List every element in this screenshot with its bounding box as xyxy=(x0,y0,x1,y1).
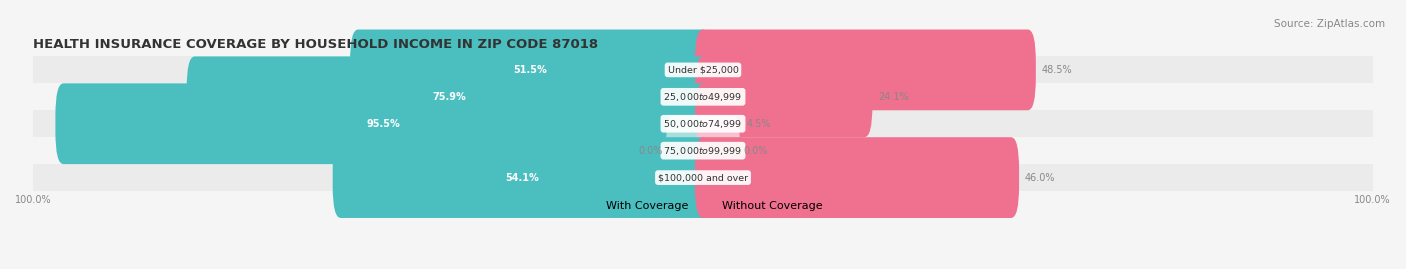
Text: 24.1%: 24.1% xyxy=(877,92,908,102)
FancyBboxPatch shape xyxy=(695,137,1019,218)
Text: HEALTH INSURANCE COVERAGE BY HOUSEHOLD INCOME IN ZIP CODE 87018: HEALTH INSURANCE COVERAGE BY HOUSEHOLD I… xyxy=(34,38,599,51)
Text: 48.5%: 48.5% xyxy=(1042,65,1071,75)
Bar xyxy=(34,83,1372,110)
FancyBboxPatch shape xyxy=(695,56,873,137)
FancyBboxPatch shape xyxy=(55,83,711,164)
Text: $100,000 and over: $100,000 and over xyxy=(658,173,748,182)
Bar xyxy=(34,56,1372,83)
Bar xyxy=(34,164,1372,191)
Text: 54.1%: 54.1% xyxy=(505,173,538,183)
Bar xyxy=(34,137,1372,164)
FancyBboxPatch shape xyxy=(187,56,711,137)
Text: 51.5%: 51.5% xyxy=(513,65,547,75)
Text: 4.5%: 4.5% xyxy=(747,119,770,129)
Bar xyxy=(34,110,1372,137)
Text: $50,000 to $74,999: $50,000 to $74,999 xyxy=(664,118,742,130)
Text: 75.9%: 75.9% xyxy=(432,92,465,102)
Text: 0.0%: 0.0% xyxy=(744,146,768,156)
Legend: With Coverage, Without Coverage: With Coverage, Without Coverage xyxy=(579,196,827,215)
FancyBboxPatch shape xyxy=(666,116,710,186)
FancyBboxPatch shape xyxy=(696,116,740,186)
Text: Under $25,000: Under $25,000 xyxy=(668,65,738,75)
Text: $75,000 to $99,999: $75,000 to $99,999 xyxy=(664,145,742,157)
FancyBboxPatch shape xyxy=(333,137,711,218)
Text: 46.0%: 46.0% xyxy=(1025,173,1054,183)
FancyBboxPatch shape xyxy=(695,83,741,164)
Text: 0.0%: 0.0% xyxy=(638,146,662,156)
Text: Source: ZipAtlas.com: Source: ZipAtlas.com xyxy=(1274,19,1385,29)
Text: $25,000 to $49,999: $25,000 to $49,999 xyxy=(664,91,742,103)
FancyBboxPatch shape xyxy=(695,30,1036,110)
Text: 95.5%: 95.5% xyxy=(367,119,401,129)
FancyBboxPatch shape xyxy=(350,30,711,110)
